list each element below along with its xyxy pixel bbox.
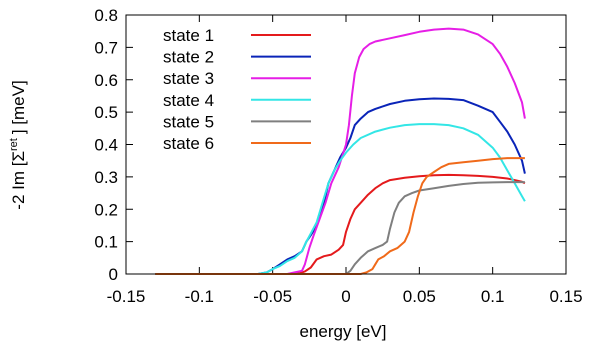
x-tick-label: 0 bbox=[341, 287, 350, 306]
x-tick-label: 0.1 bbox=[481, 287, 505, 306]
x-tick-label: -0.15 bbox=[107, 287, 146, 306]
y-tick-label: 0.7 bbox=[94, 38, 118, 57]
x-tick-label: -0.1 bbox=[185, 287, 214, 306]
x-axis-title: energy [eV] bbox=[300, 322, 387, 341]
legend: state 1 state 2 state 3 state 4 state 5 state… bbox=[163, 26, 311, 153]
series-line-state-1 bbox=[155, 173, 526, 275]
legend-label-state-1: state 1 bbox=[163, 26, 214, 45]
series-line-state-5 bbox=[155, 181, 525, 275]
plot-frame bbox=[125, 14, 567, 275]
x-tick-label: -0.05 bbox=[253, 287, 292, 306]
y-axis-title: -2 Im [Σret ] [meV] bbox=[8, 80, 28, 209]
y-tick-label: 0 bbox=[109, 265, 118, 284]
y-axis-ticks: 0 0.1 0.2 0.3 0.4 0.5 0.6 0.7 0.8 bbox=[94, 6, 566, 284]
y-tick-label: 0.1 bbox=[94, 233, 118, 252]
y-tick-label: 0.8 bbox=[94, 6, 118, 25]
y-tick-label: 0.3 bbox=[94, 168, 118, 187]
y-tick-label: 0.2 bbox=[94, 200, 118, 219]
series-line-state-6 bbox=[155, 157, 525, 275]
y-axis-title-superscript: ret bbox=[8, 138, 20, 151]
series-line-state-2 bbox=[155, 97, 526, 275]
series-line-state-4 bbox=[155, 123, 526, 275]
series-lines bbox=[155, 27, 526, 275]
y-axis-title-suffix: ] [meV] bbox=[9, 80, 28, 134]
y-axis-title-symbol: Σ bbox=[9, 151, 28, 162]
legend-label-state-2: state 2 bbox=[163, 48, 214, 67]
y-tick-label: 0.4 bbox=[94, 136, 118, 155]
legend-label-state-4: state 4 bbox=[163, 91, 214, 110]
legend-label-state-6: state 6 bbox=[163, 134, 214, 153]
x-tick-label: 0.15 bbox=[549, 287, 582, 306]
legend-label-state-5: state 5 bbox=[163, 112, 214, 131]
x-tick-label: 0.05 bbox=[403, 287, 436, 306]
legend-label-state-3: state 3 bbox=[163, 69, 214, 88]
series-line-state-3 bbox=[155, 27, 526, 275]
y-tick-label: 0.6 bbox=[94, 71, 118, 90]
y-axis-title-prefix: -2 Im [ bbox=[9, 161, 28, 209]
x-axis-ticks: -0.15 -0.1 -0.05 0 0.05 0.1 0.15 bbox=[107, 15, 583, 306]
y-tick-label: 0.5 bbox=[94, 103, 118, 122]
